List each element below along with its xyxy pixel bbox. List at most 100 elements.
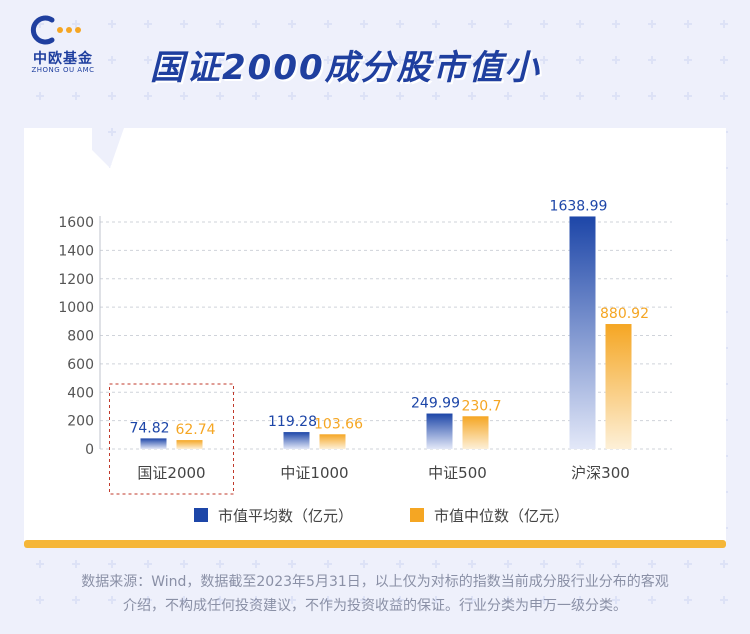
plus-decoration [288, 56, 296, 64]
plus-decoration [72, 560, 80, 568]
plus-decoration [324, 560, 332, 568]
plus-decoration [144, 56, 152, 64]
plus-decoration [468, 596, 476, 604]
plus-decoration [684, 20, 692, 28]
bar [569, 216, 596, 449]
plus-decoration [288, 20, 296, 28]
plus-decoration [684, 92, 692, 100]
plus-decoration [540, 560, 548, 568]
plus-decoration [252, 20, 260, 28]
y-tick-label: 600 [67, 357, 94, 373]
data-label: 880.92 [600, 306, 649, 322]
plus-decoration [360, 560, 368, 568]
plus-decoration [648, 596, 656, 604]
brand-name-en: ZHONG OU AMC [31, 66, 95, 74]
plus-decoration [252, 596, 260, 604]
plus-decoration [720, 56, 728, 64]
page-title: 国证2000成分股市值小 [150, 48, 541, 88]
plus-decoration [180, 92, 188, 100]
plus-decoration [36, 560, 44, 568]
plus-decoration [36, 56, 44, 64]
plus-decoration [288, 92, 296, 100]
plus-decoration [648, 92, 656, 100]
data-label: 230.7 [461, 398, 501, 414]
y-tick-label: 1600 [58, 215, 94, 231]
brand-name: 中欧基金 [33, 51, 93, 67]
bar [283, 432, 310, 449]
plus-decoration [576, 92, 584, 100]
plus-decoration [540, 56, 548, 64]
legend-item: 市值平均数（亿元） [194, 507, 353, 525]
plus-decoration [396, 56, 404, 64]
plus-decoration [72, 92, 80, 100]
plus-decoration [144, 560, 152, 568]
x-tick-label: 中证500 [428, 464, 487, 482]
plus-decoration [360, 596, 368, 604]
x-tick-label: 沪深300 [571, 464, 630, 482]
bar [426, 413, 453, 449]
plus-decoration [324, 56, 332, 64]
data-label: 249.99 [411, 396, 460, 412]
x-tick-label: 国证2000 [137, 464, 205, 482]
plus-decoration [720, 20, 728, 28]
plus-decoration [108, 56, 116, 64]
plus-decoration [324, 20, 332, 28]
plus-decoration [396, 596, 404, 604]
legend-label: 市值中位数（亿元） [434, 507, 569, 525]
plus-decoration [468, 92, 476, 100]
plus-decoration [540, 20, 548, 28]
plus-decoration [108, 596, 116, 604]
plus-decoration [108, 92, 116, 100]
plus-decoration [648, 56, 656, 64]
plus-decoration [504, 92, 512, 100]
plus-decoration [180, 56, 188, 64]
plus-decoration [360, 92, 368, 100]
plus-decoration [612, 596, 620, 604]
plus-decoration [216, 560, 224, 568]
bar [176, 440, 203, 449]
plus-decoration [252, 92, 260, 100]
bar [462, 416, 489, 449]
bar [140, 438, 167, 449]
plus-decoration [648, 560, 656, 568]
plus-decoration [468, 56, 476, 64]
plus-decoration [612, 92, 620, 100]
plus-decoration [576, 560, 584, 568]
plus-decoration [612, 20, 620, 28]
legend-item: 市值中位数（亿元） [410, 507, 569, 525]
plus-decoration [612, 56, 620, 64]
plus-decoration [144, 596, 152, 604]
plus-decoration [252, 56, 260, 64]
plus-decoration [216, 596, 224, 604]
plus-decoration [576, 20, 584, 28]
logo-mark-icon [30, 15, 81, 45]
y-tick-label: 0 [85, 442, 94, 458]
plus-decoration [576, 596, 584, 604]
plus-decoration [432, 20, 440, 28]
plus-decoration [720, 596, 728, 604]
plus-decoration [504, 20, 512, 28]
plus-decoration [468, 20, 476, 28]
plus-decoration [72, 56, 80, 64]
plus-decoration [252, 560, 260, 568]
legend-label: 市值平均数（亿元） [218, 507, 353, 525]
bar [319, 434, 346, 449]
plus-decoration [504, 596, 512, 604]
plus-decoration [288, 560, 296, 568]
footnote: 数据来源：Wind，数据截至2023年5月31日，以上仅为对标的指数当前成分股行… [20, 570, 730, 618]
plus-decoration [180, 20, 188, 28]
plus-decoration [432, 596, 440, 604]
card-bottom-accent [24, 540, 726, 548]
y-tick-label: 400 [67, 385, 94, 401]
plus-decoration [180, 560, 188, 568]
plus-decoration [720, 560, 728, 568]
data-label: 119.28 [268, 414, 317, 430]
plus-decoration [144, 92, 152, 100]
plus-decoration [432, 56, 440, 64]
plus-decoration [504, 560, 512, 568]
y-tick-label: 1400 [58, 243, 94, 259]
y-tick-label: 1200 [58, 272, 94, 288]
plus-decoration [180, 596, 188, 604]
plus-decoration [360, 20, 368, 28]
